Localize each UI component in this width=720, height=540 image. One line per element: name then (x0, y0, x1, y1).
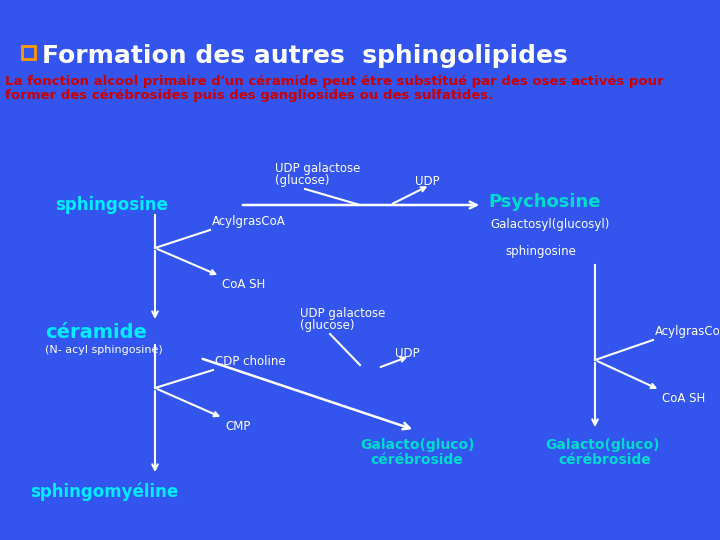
Text: cérébroside: cérébroside (370, 453, 463, 467)
Text: Galacto(gluco): Galacto(gluco) (360, 438, 474, 452)
Text: Formation des autres  sphingolipides: Formation des autres sphingolipides (42, 44, 568, 68)
Text: UDP: UDP (395, 347, 420, 360)
Text: UDP galactose: UDP galactose (275, 162, 361, 175)
Text: sphingosine: sphingosine (55, 196, 168, 214)
Bar (22, 46, 35, 59)
Text: cérébroside: cérébroside (558, 453, 651, 467)
Text: (glucose): (glucose) (300, 319, 354, 332)
Text: (N- acyl sphingosine): (N- acyl sphingosine) (45, 345, 163, 355)
Text: CDP choline: CDP choline (215, 355, 286, 368)
Text: former des cérébrosides puis des gangliosides ou des sulfatides.: former des cérébrosides puis des ganglio… (5, 89, 493, 102)
Text: La fonction alcool primaire d'un céramide peut être substitué par des oses activ: La fonction alcool primaire d'un céramid… (5, 75, 664, 88)
Text: sphingosine: sphingosine (505, 245, 576, 258)
Text: AcylgrasCoA: AcylgrasCoA (212, 215, 286, 228)
Text: Psychosine: Psychosine (488, 193, 600, 211)
Text: céramide: céramide (45, 322, 147, 341)
Text: CMP: CMP (225, 420, 251, 433)
Text: UDP: UDP (415, 175, 440, 188)
Text: Galactosyl(glucosyl): Galactosyl(glucosyl) (490, 218, 609, 231)
Text: AcylgrasCoA: AcylgrasCoA (655, 325, 720, 338)
Text: CoA SH: CoA SH (222, 278, 265, 291)
Text: Galacto(gluco): Galacto(gluco) (545, 438, 660, 452)
Text: CoA SH: CoA SH (662, 392, 706, 405)
Text: UDP galactose: UDP galactose (300, 307, 385, 320)
Text: sphingomyéline: sphingomyéline (30, 483, 179, 501)
Text: (glucose): (glucose) (275, 174, 330, 187)
